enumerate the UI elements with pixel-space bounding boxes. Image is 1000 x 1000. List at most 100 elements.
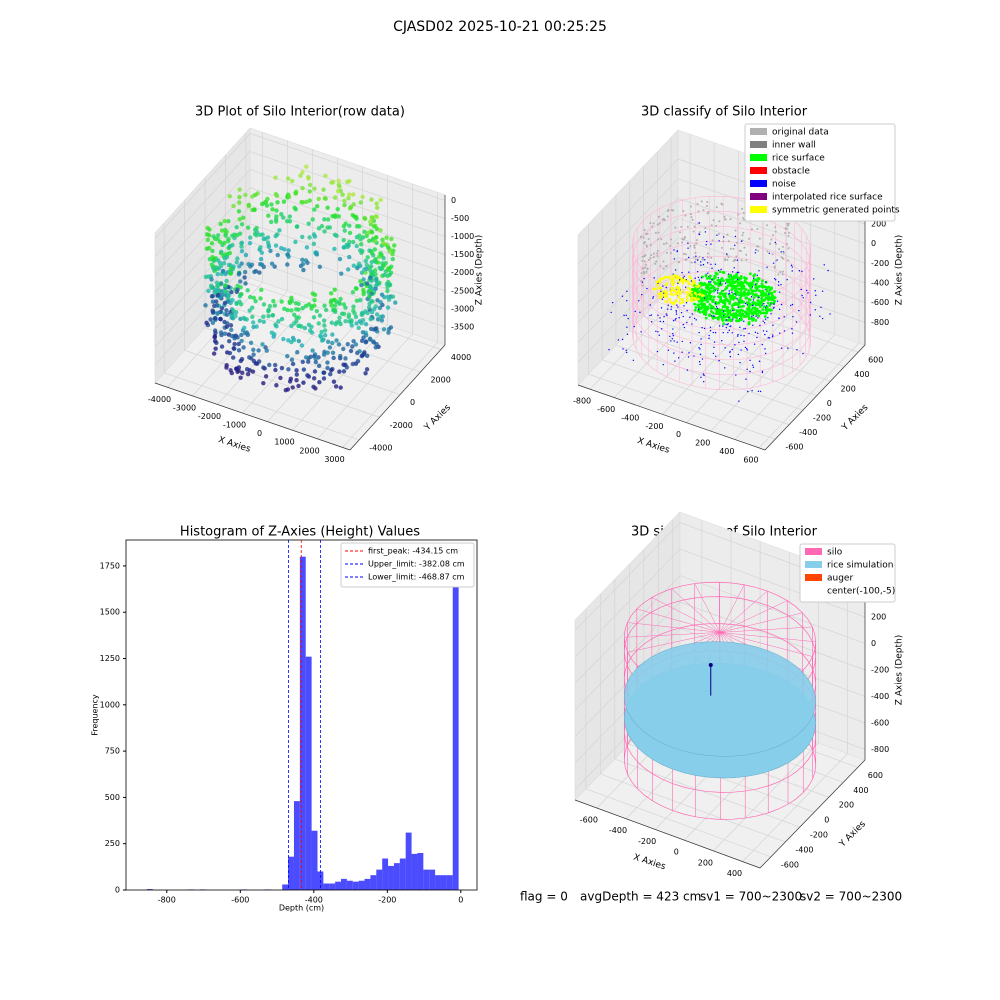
point-cloud: [343, 221, 348, 226]
point-cloud: [758, 296, 760, 299]
point-cloud: [722, 331, 724, 334]
point-cloud: [355, 358, 361, 364]
point-cloud: [760, 311, 763, 315]
point-cloud: [721, 292, 725, 296]
point-cloud: [688, 256, 690, 259]
point-cloud: [704, 259, 706, 261]
point-cloud: [336, 342, 342, 347]
point-cloud: [626, 299, 628, 302]
point-cloud: [795, 321, 798, 323]
point-cloud: [718, 359, 720, 362]
point-cloud: [694, 277, 696, 279]
point-cloud: [372, 224, 377, 229]
point-cloud: [672, 332, 674, 335]
point-cloud: [351, 338, 356, 344]
point-cloud: [274, 193, 280, 199]
point-cloud: [341, 245, 347, 250]
grid-line: [629, 330, 817, 397]
point-cloud: [204, 232, 210, 237]
bar: [370, 875, 377, 890]
point-cloud: [224, 308, 229, 313]
y-tick-label: 1500: [100, 608, 120, 617]
point-cloud: [689, 245, 692, 248]
point-cloud: [732, 297, 735, 301]
point-cloud: [821, 290, 824, 292]
point-cloud: [656, 249, 659, 252]
point-cloud: [243, 192, 248, 198]
point-cloud: [655, 280, 659, 284]
point-cloud: [319, 223, 325, 229]
point-cloud: [738, 341, 740, 344]
point-cloud: [691, 218, 694, 221]
bar: [388, 865, 394, 890]
point-cloud: [706, 212, 709, 215]
point-cloud: [339, 271, 344, 276]
point-cloud: [749, 310, 752, 314]
point-cloud: [770, 238, 773, 241]
silo-roof: [719, 612, 803, 633]
point-cloud: [330, 340, 335, 346]
point-cloud: [323, 173, 328, 178]
point-cloud: [675, 286, 679, 290]
point-cloud: [780, 303, 783, 306]
point-cloud: [384, 235, 389, 240]
point-cloud: [676, 250, 678, 253]
point-cloud: [734, 259, 737, 262]
point-cloud: [719, 278, 723, 282]
point-cloud: [319, 338, 325, 343]
point-cloud: [743, 320, 745, 323]
point-cloud: [740, 334, 742, 337]
point-cloud: [657, 331, 659, 333]
point-cloud: [739, 361, 741, 364]
point-cloud: [697, 290, 701, 294]
point-cloud: [227, 250, 233, 256]
point-cloud: [302, 325, 308, 331]
bar: [429, 869, 436, 890]
point-cloud: [229, 333, 234, 339]
legend-label: interpolated rice surface: [772, 193, 883, 203]
point-cloud: [699, 353, 702, 355]
point-cloud: [675, 311, 678, 313]
point-cloud: [310, 348, 315, 353]
point-cloud: [258, 296, 263, 301]
point-cloud: [236, 348, 242, 353]
point-cloud: [300, 200, 306, 205]
point-cloud: [752, 299, 755, 301]
point-cloud: [755, 249, 757, 251]
point-cloud: [747, 390, 749, 393]
point-cloud: [701, 282, 704, 286]
point-cloud: [676, 275, 679, 278]
point-cloud: [737, 276, 741, 280]
point-cloud: [219, 332, 224, 338]
point-cloud: [659, 277, 663, 281]
point-cloud: [212, 338, 218, 344]
point-cloud: [217, 239, 223, 245]
point-cloud: [752, 304, 754, 307]
z-tick-label: -400: [871, 692, 889, 701]
x-tick-label: 0: [674, 848, 679, 857]
point-cloud: [781, 273, 784, 276]
point-cloud: [300, 170, 305, 175]
point-cloud: [693, 355, 695, 357]
point-cloud: [684, 286, 687, 288]
point-cloud: [761, 370, 764, 372]
point-cloud: [322, 323, 327, 328]
point-cloud: [777, 273, 780, 276]
point-cloud: [738, 249, 741, 252]
silo-roof: [719, 626, 813, 633]
point-cloud: [219, 228, 225, 233]
z-axis-label: Z Axies (Depth): [895, 235, 905, 306]
point-cloud: [359, 270, 365, 275]
point-cloud: [777, 284, 780, 286]
y-tick-label: -400: [795, 845, 813, 854]
point-cloud: [756, 279, 760, 283]
point-cloud: [227, 243, 233, 249]
point-cloud: [252, 207, 257, 212]
point-cloud: [678, 292, 682, 296]
point-cloud: [258, 245, 263, 250]
point-cloud: [673, 249, 675, 251]
point-cloud: [798, 309, 800, 312]
point-cloud: [696, 297, 700, 301]
point-cloud: [654, 231, 657, 234]
point-cloud: [372, 247, 378, 252]
